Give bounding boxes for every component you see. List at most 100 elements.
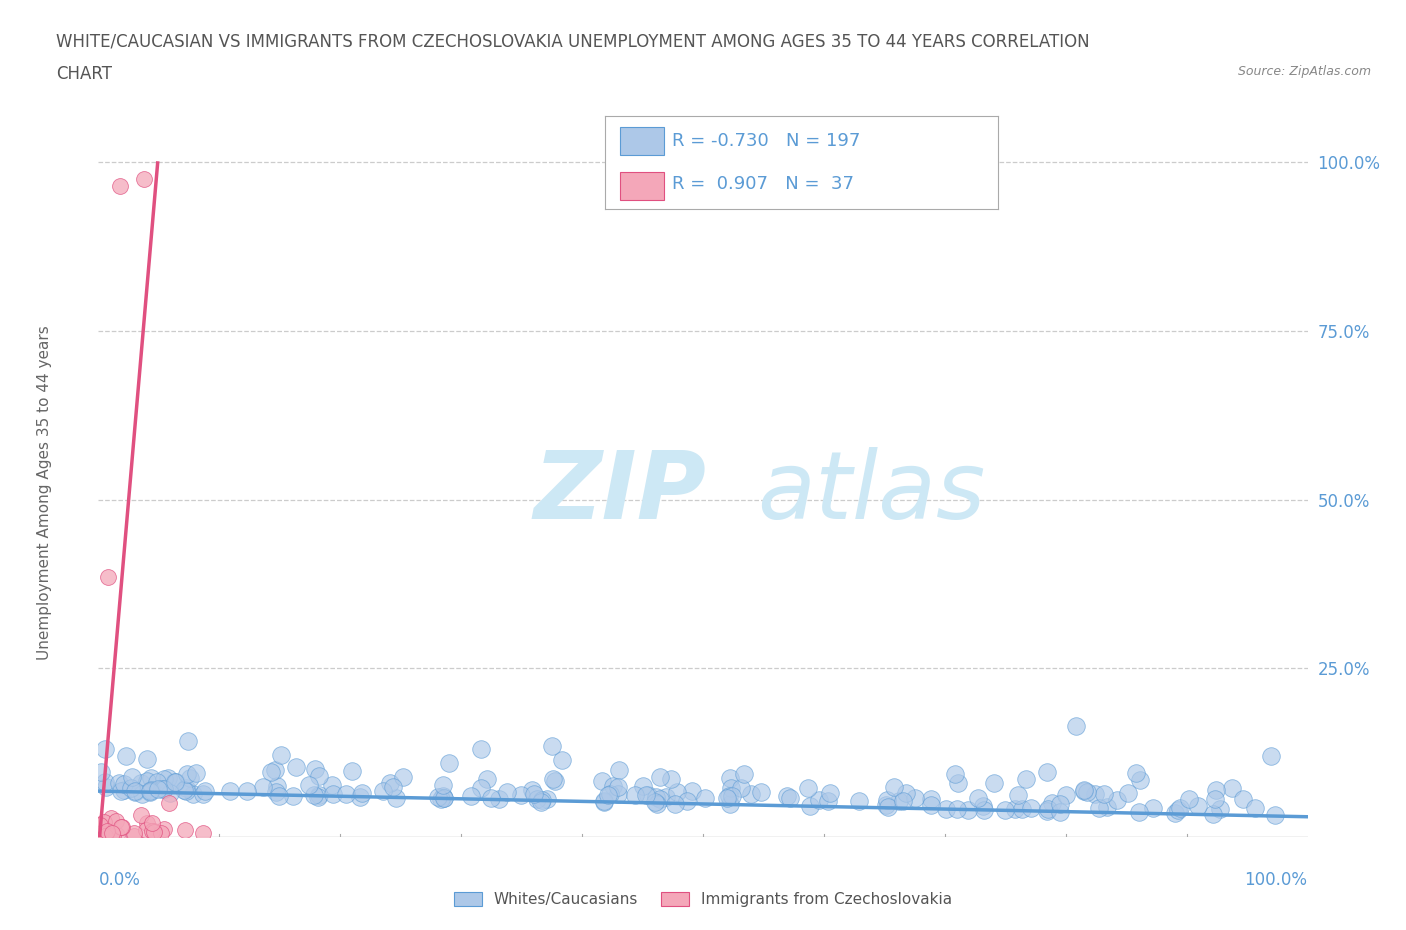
- Point: [797, 780, 820, 795]
- Point: [392, 770, 415, 785]
- Point: [681, 783, 703, 798]
- Point: [544, 774, 567, 789]
- Point: [717, 789, 740, 804]
- Point: [142, 824, 165, 839]
- Point: [818, 786, 841, 801]
- Point: [920, 798, 942, 813]
- Point: [122, 829, 145, 844]
- Point: [270, 748, 292, 763]
- Point: [943, 766, 966, 781]
- Point: [136, 816, 159, 830]
- Text: 100.0%: 100.0%: [1244, 871, 1308, 889]
- Point: [1097, 800, 1119, 815]
- Point: [776, 789, 799, 804]
- Point: [163, 774, 186, 789]
- Point: [124, 785, 146, 800]
- Point: [1202, 806, 1225, 821]
- Point: [97, 826, 120, 841]
- Point: [1167, 803, 1189, 817]
- Point: [644, 790, 666, 804]
- Point: [659, 772, 682, 787]
- Point: [177, 733, 200, 748]
- Point: [94, 827, 117, 842]
- Point: [266, 778, 288, 793]
- Point: [194, 784, 217, 799]
- Point: [904, 790, 927, 805]
- Point: [433, 790, 456, 805]
- Point: [263, 763, 285, 777]
- Point: [817, 794, 839, 809]
- Point: [101, 828, 124, 843]
- Point: [308, 768, 330, 783]
- Point: [145, 775, 167, 790]
- Point: [252, 779, 274, 794]
- Point: [636, 788, 658, 803]
- Point: [371, 783, 394, 798]
- Point: [1007, 788, 1029, 803]
- Point: [1036, 764, 1059, 779]
- Point: [720, 781, 742, 796]
- Point: [956, 803, 979, 817]
- Point: [176, 784, 198, 799]
- Point: [150, 826, 173, 841]
- Point: [946, 776, 969, 790]
- Point: [218, 783, 240, 798]
- Point: [946, 802, 969, 817]
- Text: R = -0.730   N = 197: R = -0.730 N = 197: [672, 132, 860, 151]
- Point: [165, 775, 187, 790]
- Point: [108, 776, 131, 790]
- Point: [606, 787, 628, 802]
- Point: [138, 785, 160, 800]
- Point: [153, 782, 176, 797]
- Point: [94, 780, 117, 795]
- Point: [308, 787, 330, 802]
- Text: Unemployment Among Ages 35 to 44 years: Unemployment Among Ages 35 to 44 years: [37, 326, 52, 660]
- Point: [530, 794, 553, 809]
- Point: [967, 790, 990, 805]
- Point: [89, 817, 111, 832]
- Point: [1164, 805, 1187, 820]
- Point: [191, 786, 214, 801]
- Point: [470, 742, 492, 757]
- Point: [1073, 783, 1095, 798]
- Point: [1125, 765, 1147, 780]
- Point: [593, 795, 616, 810]
- Point: [894, 786, 917, 801]
- Point: [1264, 807, 1286, 822]
- Point: [101, 828, 124, 843]
- Point: [97, 829, 120, 844]
- Legend: Whites/Caucasians, Immigrants from Czechoslovakia: Whites/Caucasians, Immigrants from Czech…: [449, 885, 957, 913]
- Point: [718, 771, 741, 786]
- Point: [1088, 801, 1111, 816]
- Point: [1073, 783, 1095, 798]
- Point: [799, 798, 821, 813]
- Point: [105, 828, 128, 843]
- Point: [179, 770, 201, 785]
- Point: [972, 799, 994, 814]
- Point: [266, 785, 288, 800]
- Point: [384, 790, 406, 805]
- Point: [349, 790, 371, 804]
- Point: [135, 823, 157, 838]
- Point: [935, 802, 957, 817]
- Point: [90, 828, 112, 843]
- Point: [141, 823, 163, 838]
- Point: [134, 172, 156, 187]
- Point: [439, 755, 461, 770]
- Point: [1084, 787, 1107, 802]
- Text: Source: ZipAtlas.com: Source: ZipAtlas.com: [1237, 65, 1371, 78]
- Point: [135, 773, 157, 788]
- Point: [526, 791, 548, 806]
- Point: [121, 770, 143, 785]
- Point: [593, 793, 616, 808]
- Point: [920, 792, 942, 807]
- Point: [624, 787, 647, 802]
- Point: [105, 814, 128, 829]
- Point: [1220, 780, 1243, 795]
- Point: [1019, 801, 1042, 816]
- Point: [163, 775, 186, 790]
- FancyBboxPatch shape: [620, 127, 664, 155]
- Point: [876, 792, 898, 807]
- Point: [631, 778, 654, 793]
- Point: [1036, 802, 1059, 817]
